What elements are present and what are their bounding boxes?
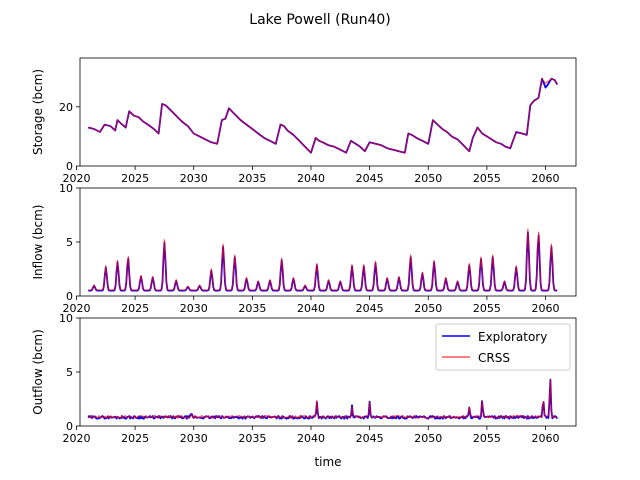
inflow-x-tick-label-2060: 2060 xyxy=(532,302,560,315)
outflow-y-tick-label-10: 10 xyxy=(59,312,73,325)
outflow-x-tick-label-2050: 2050 xyxy=(414,432,442,445)
inflow-series-crss xyxy=(88,228,558,291)
storage-x-tick-label-2035: 2035 xyxy=(238,172,266,185)
legend-label-exploratory: Exploratory xyxy=(478,330,547,344)
storage-x-tick-label-2040: 2040 xyxy=(297,172,325,185)
storage-x-tick-label-2055: 2055 xyxy=(473,172,501,185)
storage-x-tick-label-2045: 2045 xyxy=(356,172,384,185)
inflow-panel: 2020 2025 2030 2035 2040 2045 2050 2055 2060 0 5 10… xyxy=(31,182,577,315)
outflow-x-tick-label-2040: 2040 xyxy=(297,432,325,445)
inflow-x-tick-label-2055: 2055 xyxy=(473,302,501,315)
figure-title: Lake Powell (Run40) xyxy=(249,12,390,28)
inflow-x-tick-label-2025: 2025 xyxy=(121,302,149,315)
storage-x-tick-label-2050: 2050 xyxy=(414,172,442,185)
legend-label-crss: CRSS xyxy=(478,351,510,365)
outflow-x-tick-label-2055: 2055 xyxy=(473,432,501,445)
inflow-ticks: 2020 2025 2030 2035 2040 2045 2050 2055 2060 0 5 10 xyxy=(59,182,560,315)
outflow-x-label: time xyxy=(314,455,341,469)
outflow-x-tick-label-2025: 2025 xyxy=(121,432,149,445)
outflow-x-tick-label-2030: 2030 xyxy=(180,432,208,445)
outflow-series-crss xyxy=(88,378,558,419)
outflow-panel: 2020 2025 2030 2035 2040 2045 2050 2055 2060 0 5 10… xyxy=(31,312,577,469)
inflow-x-tick-label-2035: 2035 xyxy=(238,302,266,315)
storage-x-tick-label-2030: 2030 xyxy=(180,172,208,185)
outflow-y-tick-label-0: 0 xyxy=(66,420,73,433)
storage-series-layer xyxy=(87,77,558,154)
storage-x-tick-label-2060: 2060 xyxy=(532,172,560,185)
inflow-x-tick-label-2050: 2050 xyxy=(414,302,442,315)
inflow-x-tick-label-2020: 2020 xyxy=(62,302,90,315)
outflow-y-label: Outflow (bcm) xyxy=(31,329,45,415)
inflow-y-tick-label-5: 5 xyxy=(66,236,73,249)
inflow-x-tick-label-2030: 2030 xyxy=(180,302,208,315)
outflow-x-tick-label-2035: 2035 xyxy=(238,432,266,445)
storage-series-crss xyxy=(88,78,558,154)
storage-y-label: Storage (bcm) xyxy=(31,69,45,155)
storage-y-tick-label-20: 20 xyxy=(59,101,73,114)
storage-panel: 2020 2025 2030 2035 2040 2045 2050 2055 2060020 … xyxy=(31,57,577,185)
inflow-x-tick-label-2045: 2045 xyxy=(356,302,384,315)
storage-axes-frame xyxy=(79,57,577,167)
storage-x-tick-label-2020: 2020 xyxy=(62,172,90,185)
inflow-x-tick-label-2040: 2040 xyxy=(297,302,325,315)
outflow-x-tick-label-2020: 2020 xyxy=(62,432,90,445)
legend: Exploratory CRSS xyxy=(435,323,571,371)
storage-y-tick-label-0: 0 xyxy=(66,160,73,173)
inflow-y-tick-label-10: 10 xyxy=(59,182,73,195)
storage-x-tick-label-2025: 2025 xyxy=(121,172,149,185)
outflow-y-tick-label-5: 5 xyxy=(66,366,73,379)
inflow-y-label: Inflow (bcm) xyxy=(31,205,45,280)
inflow-y-tick-label-0: 0 xyxy=(66,290,73,303)
inflow-series-layer xyxy=(88,228,558,292)
outflow-x-tick-label-2045: 2045 xyxy=(356,432,384,445)
outflow-ticks: 2020 2025 2030 2035 2040 2045 2050 2055 2060 0 5 10 xyxy=(59,312,560,445)
storage-ticks: 2020 2025 2030 2035 2040 2045 2050 2055 2060 0 20 xyxy=(59,101,560,185)
outflow-x-tick-label-2060: 2060 xyxy=(532,432,560,445)
outflow-series-layer xyxy=(87,378,558,420)
